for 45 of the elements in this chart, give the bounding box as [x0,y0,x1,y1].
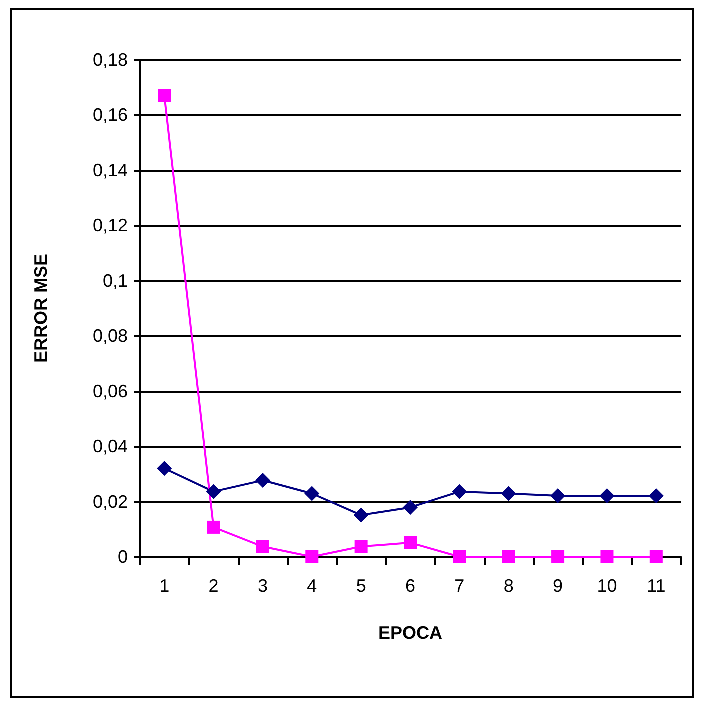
point [600,550,614,564]
y-tick-label: 0,1 [102,270,128,291]
point [306,550,319,564]
point [452,484,468,500]
point [256,540,270,554]
y-tick-label: 0,06 [92,381,128,402]
point [354,508,369,523]
point [502,550,516,564]
x-tick-label: 7 [454,576,465,596]
point [206,484,222,500]
y-tick-label: 0,04 [92,436,128,457]
point [600,488,615,504]
x-axis-title: EPOCA [378,623,443,643]
x-tick-label: 5 [356,576,366,596]
x-tick-label: 10 [597,576,618,596]
point [550,488,566,504]
x-tick-label: 2 [208,576,219,596]
y-axis-title: ERROR MSE [31,254,51,364]
point [501,486,516,502]
point [552,550,565,564]
y-tick-label: 0,08 [92,326,128,346]
y-tick-label: 0,18 [92,50,128,70]
y-tick-label: 0,02 [92,492,128,512]
point [648,488,664,504]
point [304,486,320,502]
point [403,500,418,516]
y-tick-label: 0,12 [92,216,128,236]
point [650,550,663,564]
point [453,550,466,564]
point [158,89,172,102]
y-tick-label: 0,16 [92,105,128,126]
point [255,473,270,488]
point [207,520,220,534]
x-tick-label: 11 [647,576,666,596]
x-tick-label: 1 [160,576,170,596]
point [404,536,417,550]
x-tick-label: 4 [307,576,318,596]
x-tick-label: 3 [258,576,268,596]
x-tick-label: 9 [553,576,564,596]
x-tick-label: 8 [504,576,514,596]
point [157,461,172,476]
y-tick-label: 0 [118,547,128,567]
x-tick-label: 6 [405,576,416,596]
y-tick-label: 0,14 [92,160,128,180]
point [354,540,368,554]
